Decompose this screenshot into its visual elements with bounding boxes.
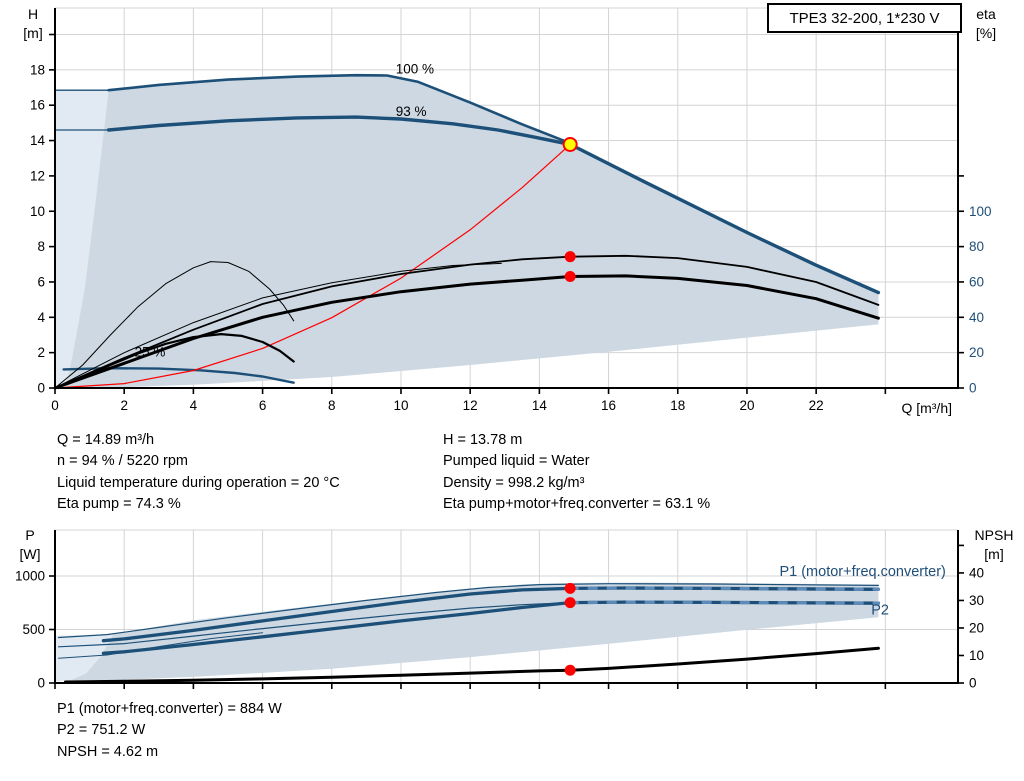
x-tick-label: 22 (809, 398, 824, 413)
label-93pct: 93 % (396, 104, 427, 119)
x-tick-label: 20 (739, 398, 754, 413)
label-p2: P2 (871, 603, 889, 619)
y-tick-label: 16 (30, 98, 45, 113)
power-npsh-chart: 0 500 1000 0 10 20 30 40 P [W] NPSH [m] P1 (motor+fr… (15, 527, 1014, 691)
eta-pump-duty-curve (54, 254, 880, 389)
x-tick-label: 10 (393, 398, 408, 413)
label-100pct: 100 % (396, 62, 434, 77)
readout-npsh: NPSH = 4.62 m (57, 744, 159, 760)
x-tick-label: 0 (51, 398, 59, 413)
p2-duty-curve (101, 600, 881, 655)
y-left-axis-title: H [m] (23, 6, 42, 41)
x-tick-label: 12 (463, 398, 478, 413)
y-tick-label: 80 (969, 239, 984, 254)
y-tick-label: 40 (969, 565, 984, 580)
p2-duty-point (564, 597, 576, 609)
eta-pump-min-speed-curve (54, 261, 295, 389)
operating-envelope-light (55, 90, 109, 388)
p1-duty-point (564, 582, 576, 594)
y-tick-label: 40 (969, 310, 984, 325)
x-tick-label: 14 (532, 398, 548, 413)
readout-flow: Q = 14.89 m³/h (57, 432, 155, 448)
power-envelope (70, 582, 879, 681)
label-25pct: 25 % (135, 345, 166, 360)
y-tick-label: 8 (37, 239, 45, 254)
y-right-axis-title: NPSH [m] (975, 527, 1014, 562)
readout-liquid-temp: Liquid temperature during operation = 20… (57, 475, 340, 491)
readout-eta-pump: Eta pump = 74.3 % (57, 496, 181, 512)
pump-title: TPE3 32-200, 1*230 V (789, 9, 940, 27)
y-tick-label: 0 (969, 676, 977, 691)
p1-100pct-curve (57, 583, 880, 639)
y-tick-label: 1000 (15, 569, 45, 584)
qh-eta-chart: 0 2 4 6 8 10 12 14 16 18 20 22 0 2 4 6 8 10 12 14 16 18 0 20 40 6… (23, 6, 996, 416)
y-tick-label: 100 (969, 204, 992, 219)
p1-duty-curve-dash (568, 586, 881, 591)
y-tick-label: 30 (969, 593, 984, 608)
pump-title-box: TPE3 32-200, 1*230 V (767, 3, 962, 33)
y-tick-label: 12 (30, 168, 45, 183)
operating-envelope (65, 75, 879, 388)
npsh-curve (63, 646, 880, 684)
p2-duty-curve-dash (568, 600, 881, 605)
readout-p2: P2 = 751.2 W (57, 722, 146, 738)
y-tick-label: 60 (969, 274, 984, 289)
x-tick-label: 18 (670, 398, 685, 413)
eta-total-duty-point (564, 270, 576, 282)
eta-pump-100pct-curve (54, 262, 502, 389)
readout-eta-total: Eta pump+motor+freq.converter = 63.1 % (443, 496, 711, 512)
y-tick-label: 0 (37, 676, 45, 691)
x-tick-label: 2 (120, 398, 128, 413)
y-tick-label: 18 (30, 62, 45, 77)
y-tick-label: 2 (37, 345, 45, 360)
operating-point[interactable] (562, 136, 578, 152)
readout-density: Density = 998.2 kg/m³ (443, 475, 585, 491)
p1-duty-curve (101, 586, 881, 643)
x-axis-title: Q [m³/h] (901, 400, 952, 416)
x-tick-label: 8 (328, 398, 336, 413)
readout-liquid: Pumped liquid = Water (443, 453, 590, 469)
y-tick-label: 4 (37, 310, 45, 325)
npsh-duty-point (564, 664, 576, 676)
y-tick-label: 20 (969, 620, 984, 635)
x-tick-label: 6 (259, 398, 267, 413)
eta-total-min-speed-curve (53, 333, 295, 390)
y-tick-label: 0 (37, 381, 45, 396)
system-curve (54, 143, 571, 389)
eta-pump-duty-point (564, 251, 576, 263)
y-tick-label: 10 (969, 648, 984, 663)
y-tick-label: 20 (969, 345, 984, 360)
x-tick-label: 16 (601, 398, 616, 413)
readout-p1: P1 (motor+freq.converter) = 884 W (57, 701, 282, 717)
y-tick-label: 500 (22, 622, 45, 637)
y-left-axis-title: P [W] (20, 527, 41, 562)
readout-speed: n = 94 % / 5220 rpm (57, 453, 188, 469)
y-tick-label: 6 (37, 274, 45, 289)
label-p1: P1 (motor+freq.converter) (779, 564, 945, 580)
y-right-axis-title: eta [%] (976, 6, 996, 41)
speed-curve-100pct (107, 73, 572, 145)
x-tick-label: 4 (190, 398, 198, 413)
speed-curve-93pct-power-limit (106, 115, 881, 295)
y-tick-label: 0 (969, 381, 977, 396)
y-tick-label: 14 (30, 133, 46, 148)
readout-head: H = 13.78 m (443, 432, 523, 448)
y-tick-label: 10 (30, 204, 45, 219)
